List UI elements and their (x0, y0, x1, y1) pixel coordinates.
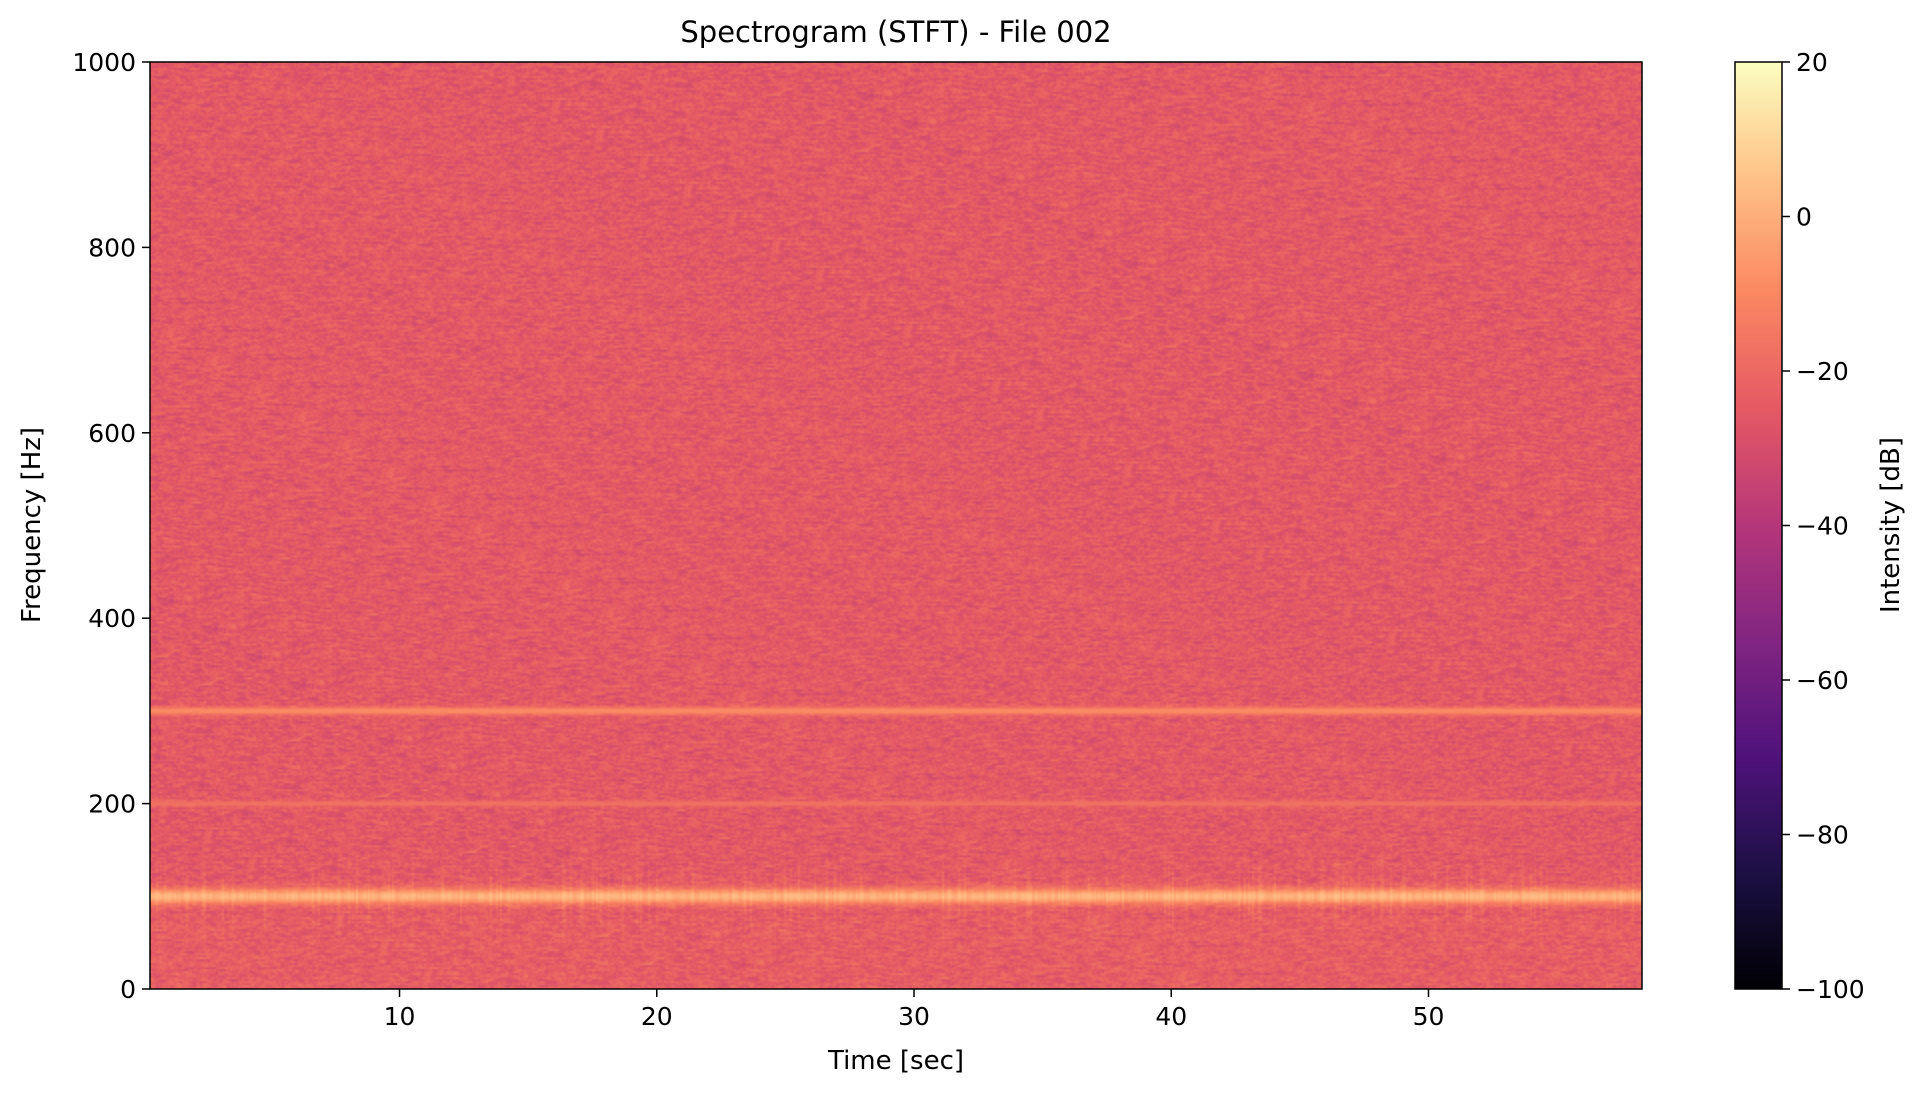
x-tick-label: 20 (641, 1002, 673, 1031)
colorbar-tick-label: −60 (1796, 666, 1849, 695)
colorbar-tick-label: −100 (1796, 975, 1865, 1004)
y-axis-label: Frequency [Hz] (17, 427, 47, 623)
plot-frame (149, 61, 1643, 990)
y-tick-label: 400 (88, 604, 136, 633)
x-tick-label: 30 (898, 1002, 930, 1031)
y-tick-label: 800 (88, 233, 136, 262)
colorbar (1734, 61, 1783, 990)
colorbar-tick-label: −80 (1796, 821, 1849, 850)
y-tick-label: 0 (120, 975, 136, 1004)
y-axis: 0 200 400 600 800 1000 (72, 48, 150, 1004)
colorbar-tick-label: −20 (1796, 357, 1849, 386)
x-tick-label: 10 (384, 1002, 416, 1031)
colorbar-tick-label: 0 (1796, 203, 1812, 232)
colorbar-axis: 20 0 −20 −40 −60 −80 −100 (1782, 48, 1865, 1004)
x-axis-label: Time [sec] (827, 1046, 964, 1076)
y-tick-label: 200 (88, 790, 136, 819)
y-tick-label: 1000 (72, 48, 136, 77)
x-tick-label: 40 (1155, 1002, 1187, 1031)
x-tick-label: 50 (1413, 1002, 1445, 1031)
chart-title: Spectrogram (STFT) - File 002 (680, 15, 1111, 49)
colorbar-label: Intensity [dB] (1876, 437, 1906, 613)
y-tick-label: 600 (88, 419, 136, 448)
x-axis: 10 20 30 40 50 (384, 989, 1445, 1031)
colorbar-tick-label: −40 (1796, 512, 1849, 541)
colorbar-tick-label: 20 (1796, 48, 1828, 77)
spectrogram-heatmap (150, 62, 1642, 989)
